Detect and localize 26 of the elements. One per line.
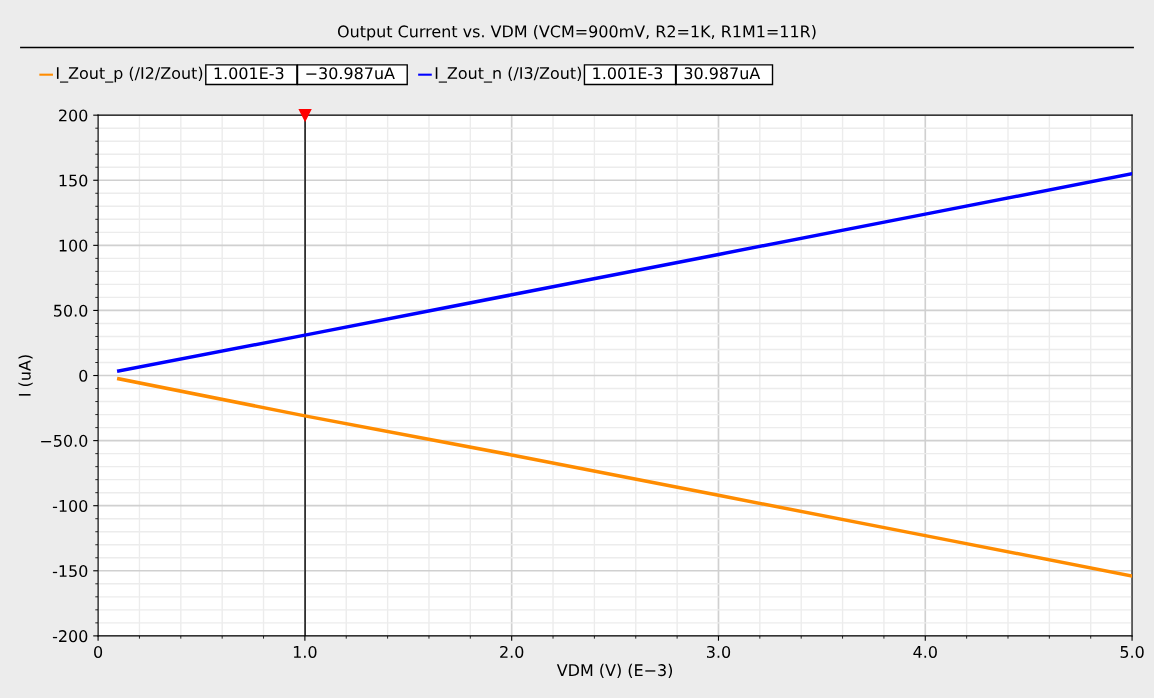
y-tick-label: 50.0 (54, 304, 88, 317)
text: 30.987uA (684, 67, 761, 80)
chart-title: Output Current vs. VDM (VCM=900mV, R2=1K, R1M1=11R) (337, 25, 816, 41)
x-tick-label: 2.0 (500, 645, 524, 658)
legend-label: I_Zout_p (/I2/Zout) (56, 66, 203, 83)
y-tick-label: 0 (79, 369, 88, 382)
x-tick-label: 5.0 (1120, 645, 1144, 658)
x-tick-label: 4.0 (913, 645, 937, 658)
legend-label: I_Zout_n (/I3/Zout) (435, 66, 581, 83)
y-tick-label: −50.0 (41, 434, 88, 447)
y-axis-title: I (uA) (18, 355, 33, 396)
y-tick-label: -200 (52, 630, 88, 643)
line-series (117, 377, 1133, 578)
y-tick-label: 150 (59, 174, 88, 187)
y-tick-label: 100 (59, 239, 88, 252)
text: 1.001E-3 (593, 67, 663, 80)
x-axis-title: VDM (V) (E−3) (556, 663, 673, 679)
x-tick-label: 0 (94, 645, 103, 658)
y-tick-label: 200 (59, 109, 88, 122)
x-tick-label: 3.0 (707, 645, 731, 658)
y-tick-label: -100 (52, 499, 88, 512)
y-tick-label: -150 (52, 565, 88, 578)
x-tick-label: 1.0 (293, 645, 317, 658)
text: −30.987uA (306, 67, 395, 80)
line-series (117, 172, 1133, 373)
text: 1.001E-3 (214, 67, 284, 80)
